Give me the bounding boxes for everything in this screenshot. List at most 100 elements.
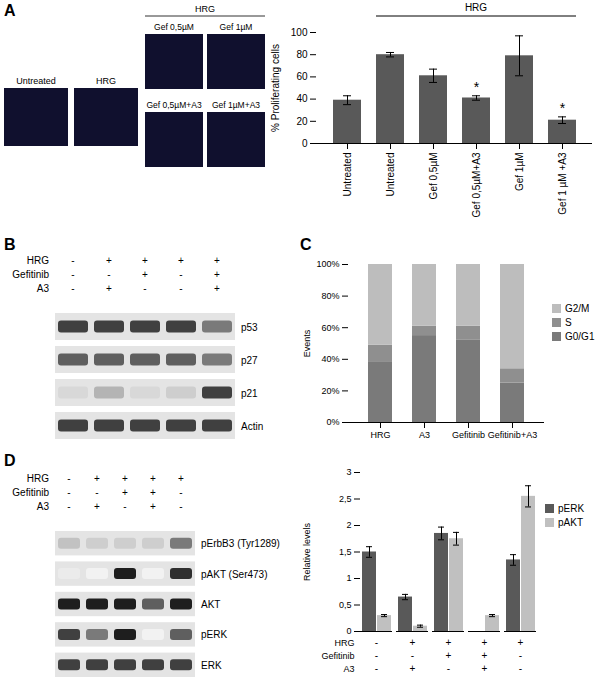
svg-text:100: 100 [291,27,308,38]
svg-text:40%: 40% [321,354,339,364]
svg-text:+: + [482,650,488,661]
svg-text:Gefitinib: Gefitinib [12,487,49,498]
svg-text:+: + [150,501,156,512]
svg-text:Relative levels: Relative levels [302,522,312,581]
svg-text:p21: p21 [241,388,258,399]
svg-text:Gefitinib+A3: Gefitinib+A3 [488,430,537,440]
svg-text:HRG: HRG [465,2,487,13]
svg-text:-: - [179,269,182,280]
svg-text:-: - [375,650,378,661]
svg-text:+: + [178,255,184,266]
svg-text:-: - [179,487,182,498]
svg-text:+: + [482,637,488,648]
svg-text:Actin: Actin [241,421,263,432]
svg-text:80%: 80% [321,291,339,301]
svg-text:Gef 1µM+A3: Gef 1µM+A3 [212,100,260,110]
svg-text:-: - [67,473,70,484]
svg-text:p27: p27 [241,355,258,366]
svg-text:HRG: HRG [371,430,391,440]
svg-text:1: 1 [346,573,351,583]
svg-text:A3: A3 [37,501,50,512]
svg-text:+: + [142,269,148,280]
svg-text:0,5: 0,5 [339,600,352,610]
svg-text:2,5: 2,5 [339,494,352,504]
svg-text:HRG: HRG [96,76,116,86]
svg-text:0: 0 [302,138,308,149]
svg-text:-: - [179,283,182,294]
svg-text:60%: 60% [321,323,339,333]
svg-text:A3: A3 [37,283,50,294]
svg-text:3: 3 [346,467,351,477]
svg-text:Gef 1µM: Gef 1µM [220,22,253,32]
svg-text:ERK: ERK [201,660,222,671]
svg-text:pERK: pERK [201,629,227,640]
svg-text:+: + [106,255,112,266]
svg-text:20%: 20% [321,386,339,396]
svg-text:AKT: AKT [201,599,220,610]
svg-text:+: + [122,473,128,484]
svg-text:0%: 0% [326,417,339,427]
svg-text:Gefitinib: Gefitinib [452,430,485,440]
svg-text:+: + [482,663,488,674]
svg-text:Gef 1µM: Gef 1µM [514,153,525,192]
svg-text:-: - [375,663,378,674]
svg-text:-: - [519,650,522,661]
svg-text:+: + [518,637,524,648]
svg-text:Gef 0,5µM+A3: Gef 0,5µM+A3 [471,152,482,217]
svg-text:100%: 100% [316,259,339,269]
svg-text:HRG: HRG [27,473,49,484]
svg-text:Gef 0,5µM: Gef 0,5µM [428,153,439,200]
svg-text:+: + [106,283,112,294]
svg-text:-: - [411,650,414,661]
svg-text:+: + [446,650,452,661]
svg-text:0: 0 [346,626,351,636]
svg-text:A3: A3 [343,664,354,674]
svg-text:-: - [67,501,70,512]
svg-text:-: - [519,663,522,674]
svg-text:+: + [410,637,416,648]
svg-text:+: + [94,501,100,512]
svg-text:-: - [95,487,98,498]
svg-text:-: - [447,663,450,674]
svg-text:A3: A3 [419,430,430,440]
svg-text:HRG: HRG [335,638,355,648]
svg-text:Gef 0,5µM: Gef 0,5µM [154,22,194,32]
svg-text:% Proliferating cells: % Proliferating cells [270,44,281,132]
svg-text:+: + [214,269,220,280]
svg-text:+: + [214,255,220,266]
svg-text:40: 40 [296,93,308,104]
svg-text:HRG: HRG [27,255,49,266]
svg-text:+: + [94,473,100,484]
svg-text:-: - [71,255,74,266]
svg-text:-: - [71,269,74,280]
svg-text:Gef 1 µM +A3: Gef 1 µM +A3 [557,152,568,215]
svg-text:Gef 0,5µM+A3: Gef 0,5µM+A3 [146,100,201,110]
svg-text:*: * [560,100,566,116]
svg-text:-: - [143,283,146,294]
svg-text:2: 2 [346,520,351,530]
svg-text:Untreated: Untreated [16,76,56,86]
svg-text:+: + [410,663,416,674]
svg-text:Gefitinib: Gefitinib [321,651,354,661]
svg-text:-: - [107,269,110,280]
svg-text:+: + [446,637,452,648]
svg-text:+: + [142,255,148,266]
svg-text:Gefitinib: Gefitinib [12,269,49,280]
svg-text:+: + [214,283,220,294]
svg-text:60: 60 [296,71,308,82]
svg-text:-: - [179,501,182,512]
svg-text:-: - [71,283,74,294]
svg-text:pAKT (Ser473): pAKT (Ser473) [201,569,268,580]
svg-text:20: 20 [296,116,308,127]
svg-text:+: + [150,473,156,484]
svg-text:Events: Events [302,329,312,357]
svg-text:p53: p53 [241,322,258,333]
svg-text:*: * [474,79,480,95]
svg-text:1,5: 1,5 [339,547,352,557]
svg-text:Untreated: Untreated [385,153,396,197]
svg-text:+: + [178,473,184,484]
svg-text:Untreated: Untreated [342,153,353,197]
svg-text:-: - [67,487,70,498]
svg-text:-: - [123,501,126,512]
svg-text:pErbB3 (Tyr1289): pErbB3 (Tyr1289) [201,538,280,549]
